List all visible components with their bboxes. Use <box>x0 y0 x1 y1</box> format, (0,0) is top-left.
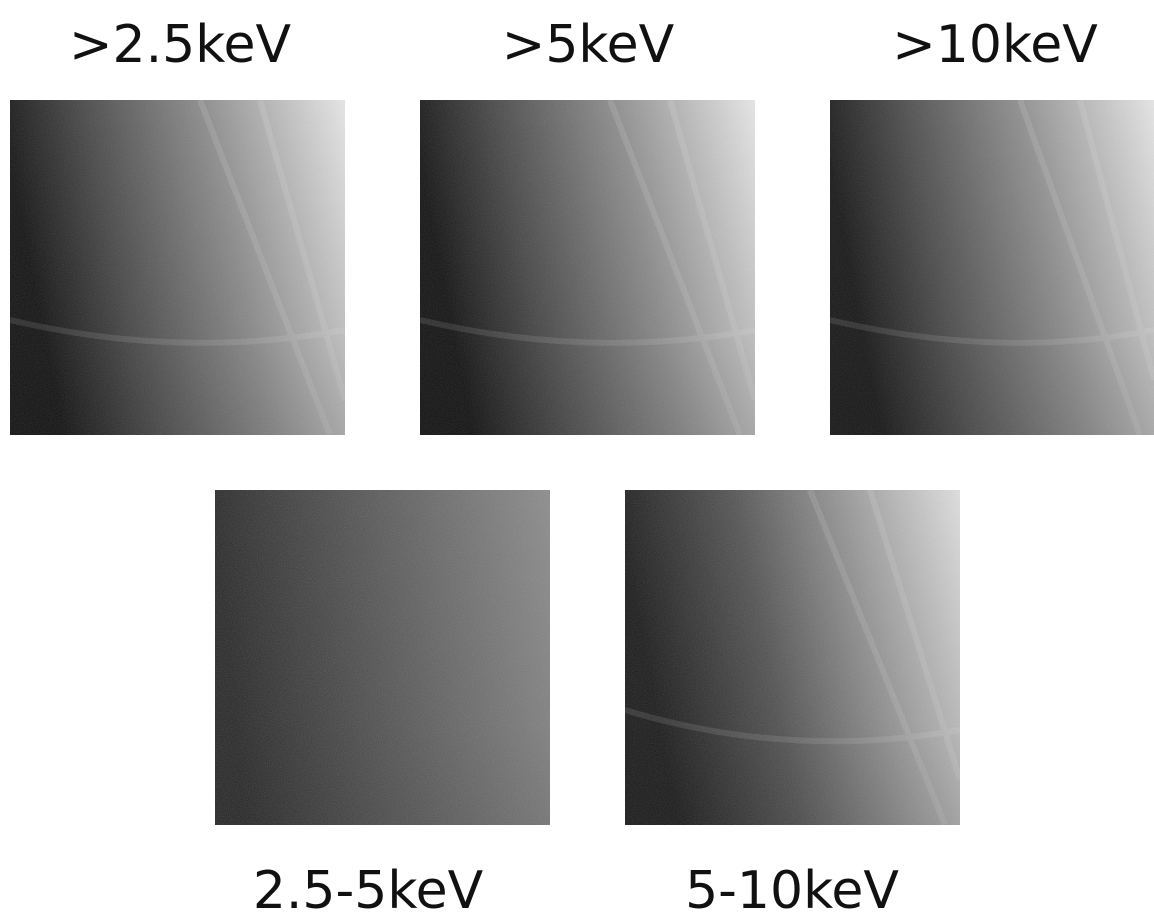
image <box>10 100 345 435</box>
image <box>625 490 960 825</box>
image <box>830 100 1154 435</box>
panel-label: >5keV <box>502 15 675 75</box>
figure: >2.5keV >5keV >10keV 2.5-5keV 5-10keV <box>0 0 1154 917</box>
page: {"panels": [ {"label": ">2.5keV"}, {"lab… <box>0 0 1154 917</box>
panel-label: >10keV <box>892 15 1098 75</box>
image <box>420 100 755 435</box>
panel-label: 5-10keV <box>685 861 899 917</box>
image <box>215 490 550 825</box>
panel-label: 2.5-5keV <box>253 861 484 917</box>
panel-label: >2.5keV <box>69 15 292 75</box>
